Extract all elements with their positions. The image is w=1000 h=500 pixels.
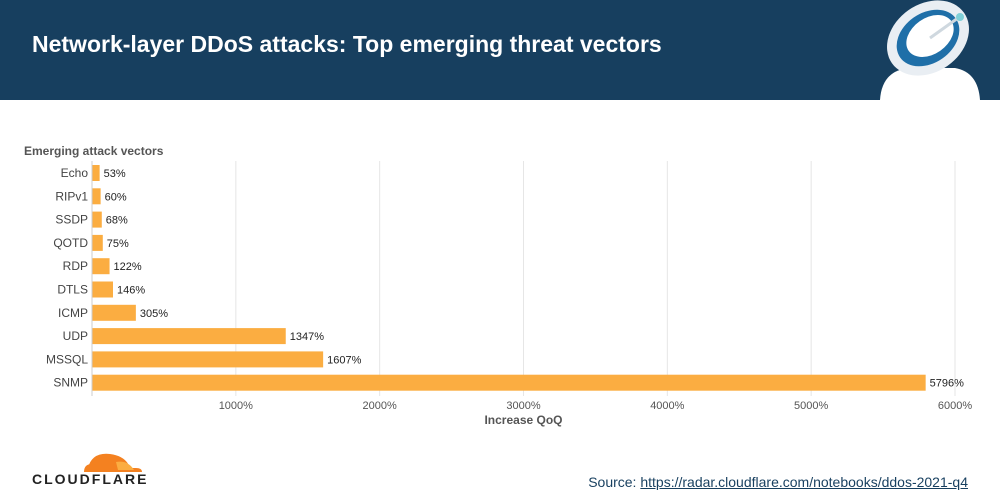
value-label: 1607%	[327, 354, 361, 366]
value-label: 60%	[105, 191, 127, 203]
category-label: MSSQL	[46, 352, 88, 366]
bars: Echo 53% RIPv1 60% SSDP 68% QOTD 75% RDP 122% DTLS…	[46, 165, 964, 391]
source-prefix: Source:	[588, 474, 641, 490]
bar	[92, 211, 102, 228]
bar	[92, 188, 101, 205]
category-label: SNMP	[53, 376, 88, 390]
value-label: 122%	[114, 261, 142, 273]
header-banner: Network-layer DDoS attacks: Top emerging…	[0, 0, 1000, 100]
category-label: ICMP	[58, 306, 88, 320]
value-label: 68%	[106, 215, 128, 227]
bar	[92, 234, 103, 251]
bar	[92, 304, 136, 321]
category-label: UDP	[63, 329, 88, 343]
bar	[92, 328, 286, 345]
bar-chart: Emerging attack vectors Echo 53% RIPv1 60% S…	[24, 144, 972, 427]
bar	[92, 281, 113, 298]
brand-logo-text: CLOUDFLARE	[32, 471, 149, 487]
x-tick-label: 6000%	[938, 400, 972, 412]
bar	[92, 165, 100, 181]
value-label: 5796%	[930, 378, 964, 390]
value-label: 1347%	[290, 331, 324, 343]
category-label: RIPv1	[55, 189, 88, 203]
page-title: Network-layer DDoS attacks: Top emerging…	[32, 31, 662, 57]
bar	[92, 374, 926, 391]
x-tick-label: 2000%	[363, 400, 397, 412]
satellite-dish-icon	[880, 0, 980, 100]
x-tick-label: 1000%	[219, 400, 253, 412]
value-label: 75%	[107, 238, 129, 250]
source-link[interactable]: https://radar.cloudflare.com/notebooks/d…	[640, 474, 968, 490]
source-note: Source: https://radar.cloudflare.com/not…	[588, 474, 968, 490]
x-axis: 1000% 2000% 3000% 4000% 5000% 6000%	[91, 161, 972, 412]
chart-title: Emerging attack vectors	[24, 144, 164, 158]
category-label: Echo	[61, 166, 89, 180]
cloudflare-cloud-icon	[84, 453, 142, 472]
x-tick-label: 4000%	[650, 400, 684, 412]
value-label: 305%	[140, 308, 168, 320]
category-label: QOTD	[53, 236, 88, 250]
category-label: RDP	[63, 259, 88, 273]
category-label: DTLS	[57, 283, 88, 297]
value-label: 53%	[104, 168, 126, 180]
bar	[92, 258, 110, 275]
x-tick-label: 3000%	[506, 400, 540, 412]
category-label: SSDP	[55, 213, 88, 227]
bar	[92, 351, 324, 368]
x-axis-title: Increase QoQ	[484, 413, 562, 427]
grid-lines	[235, 161, 956, 396]
value-label: 146%	[117, 285, 145, 297]
x-tick-label: 5000%	[794, 400, 828, 412]
